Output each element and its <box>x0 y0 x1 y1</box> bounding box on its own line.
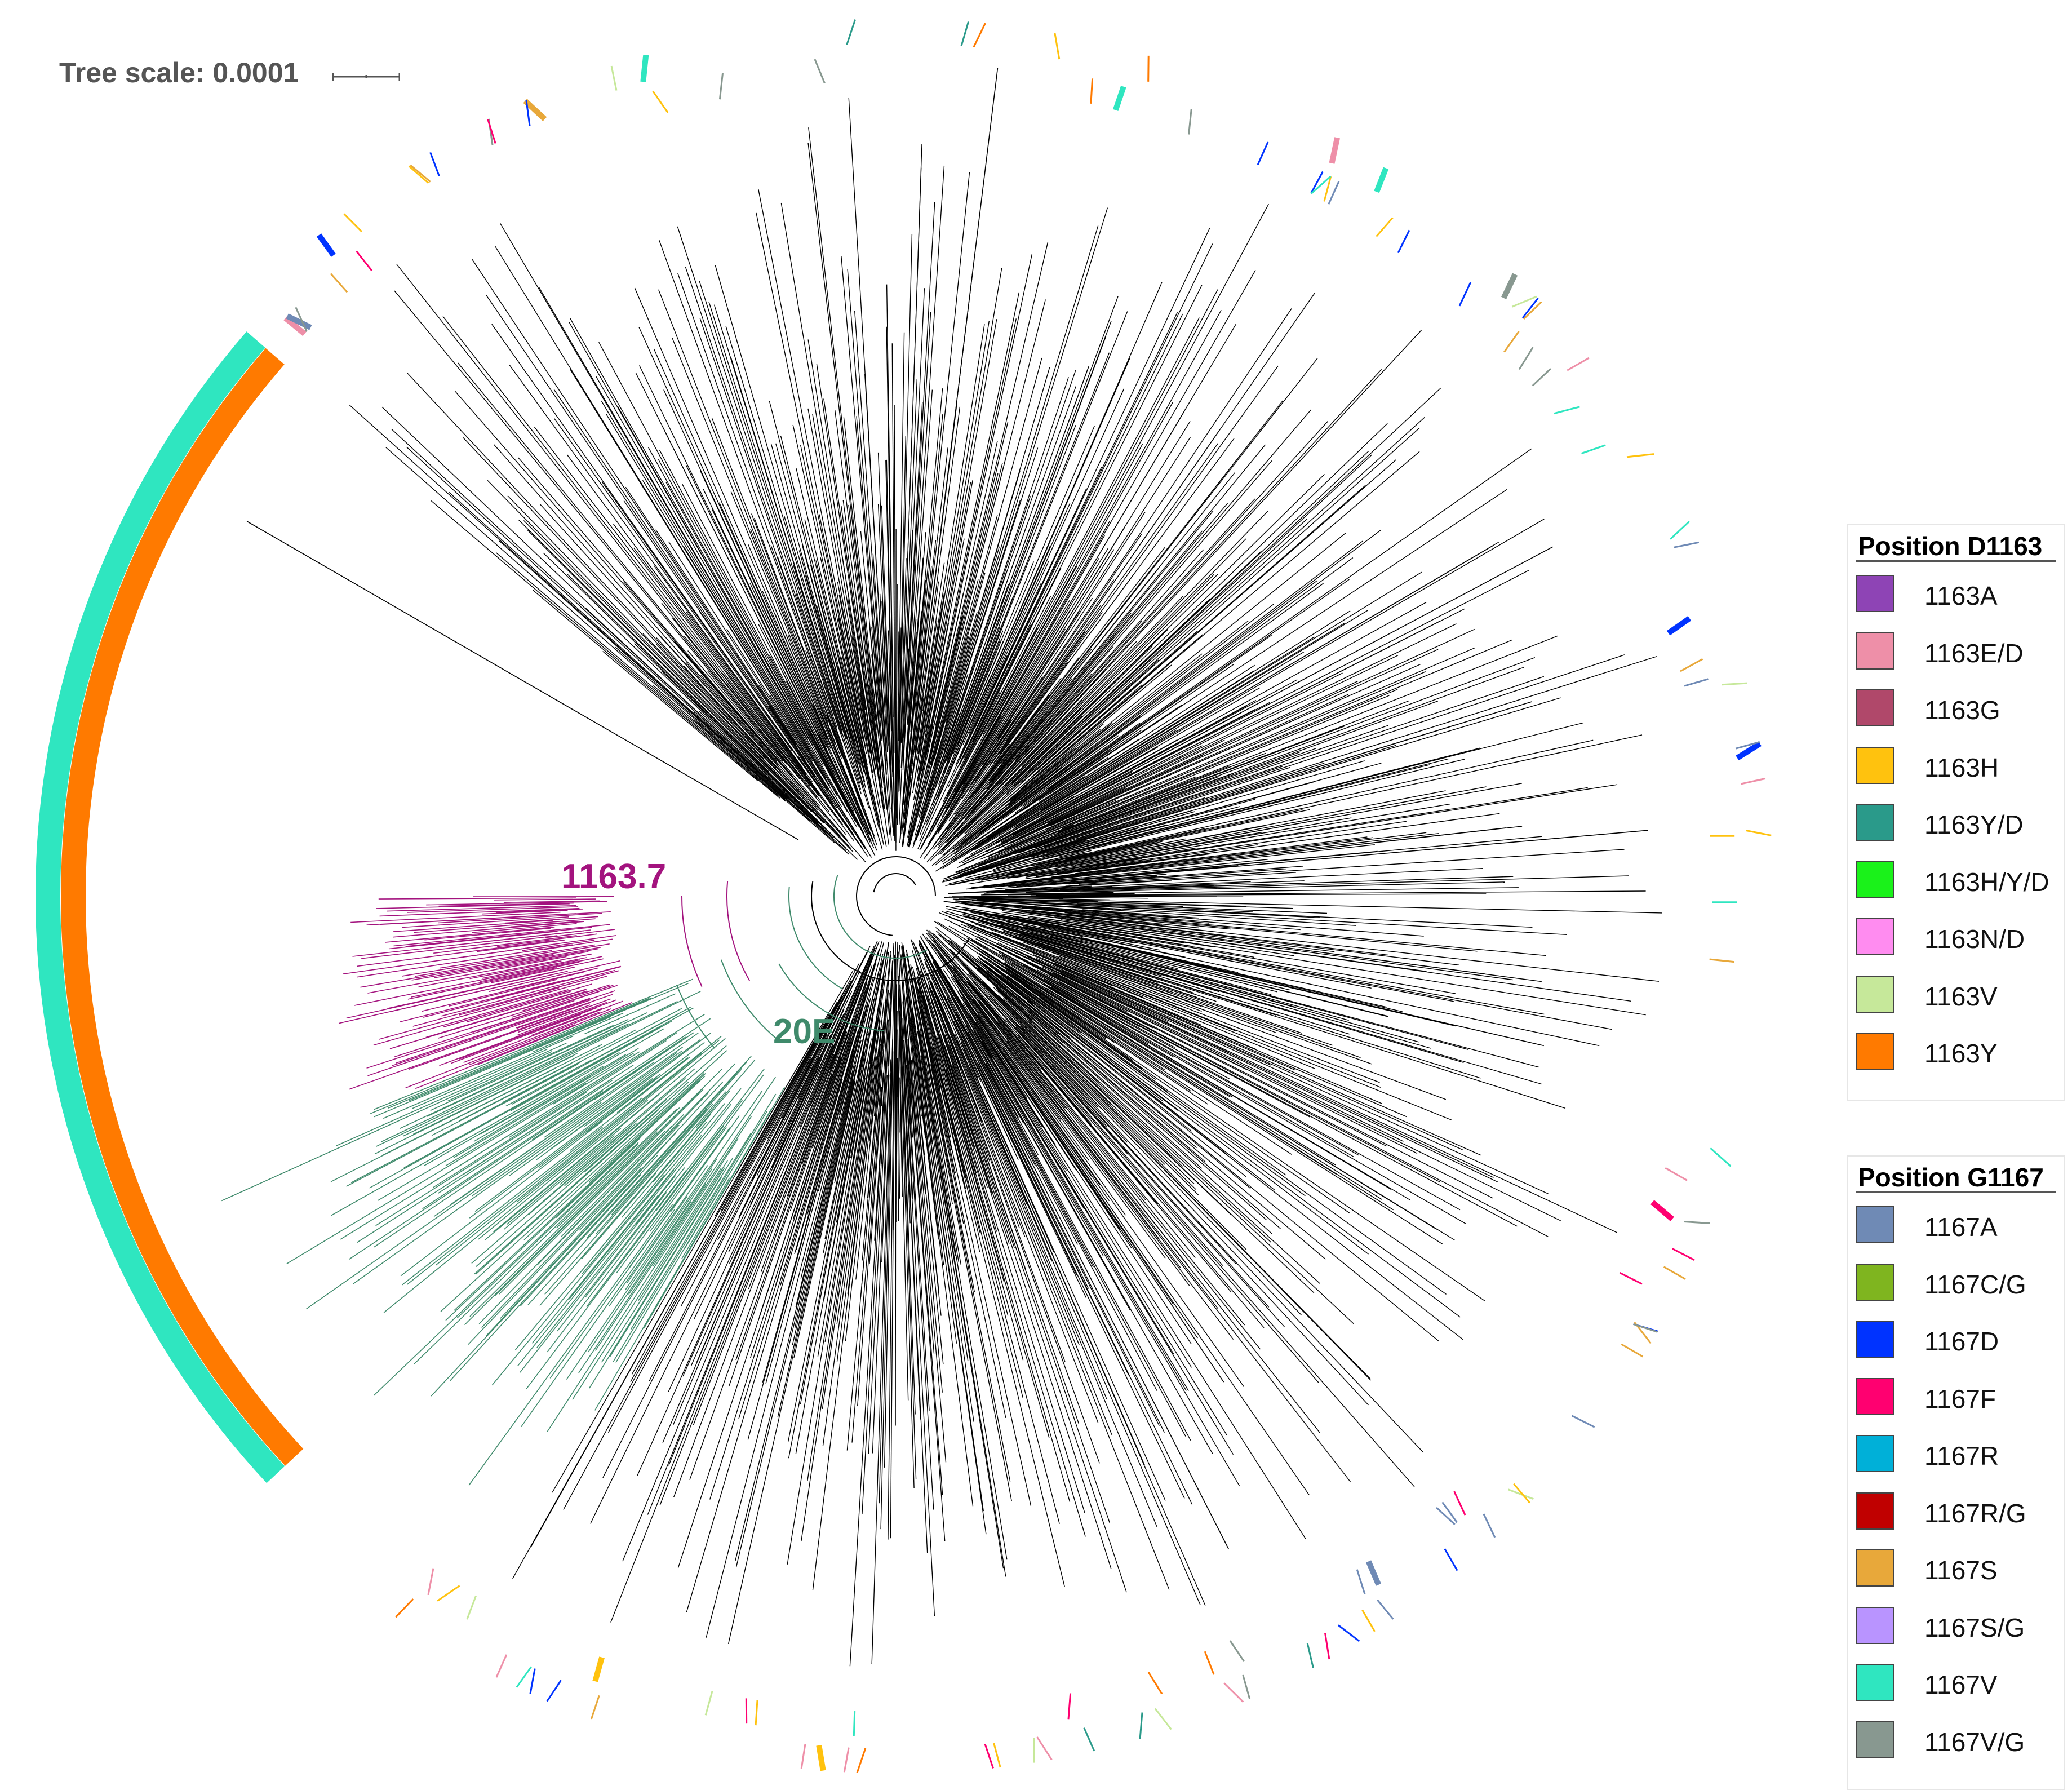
legend-swatch <box>1856 1607 1894 1644</box>
legend-label: 1163G <box>1924 695 2000 725</box>
legend-swatch <box>1856 1264 1894 1301</box>
legend-label: 1167D <box>1924 1326 1999 1357</box>
legend-label: 1163N/D <box>1924 924 2025 954</box>
legend-swatch <box>1856 575 1894 612</box>
legend-position-d1163: Position D1163 1163A 1163E/D 1163G 1163H 116… <box>1847 524 2065 1101</box>
legend-label: 1167A <box>1924 1212 1998 1242</box>
legend-swatch <box>1856 1321 1894 1358</box>
legend-swatch <box>1856 1664 1894 1701</box>
annotation-rings <box>48 20 1771 1773</box>
legend-swatch <box>1856 1206 1894 1243</box>
legend-swatch <box>1856 804 1894 841</box>
legend-label: 1163A <box>1924 581 1998 611</box>
legend-label: 1167V/G <box>1924 1727 2025 1757</box>
legend-label: 1163H <box>1924 752 1999 783</box>
legend-label: 1163E/D <box>1924 638 2024 668</box>
legend-swatch <box>1856 689 1894 726</box>
legend-swatch <box>1856 861 1894 898</box>
tree-scale-label: Tree scale: 0.0001 <box>59 56 299 89</box>
clade-label-1163-7: 1163.7 <box>561 857 666 897</box>
legend-swatch <box>1856 918 1894 955</box>
legend-label: 1167R/G <box>1924 1498 2026 1528</box>
legend-swatch <box>1856 1721 1894 1758</box>
legend-label: 1167V <box>1924 1669 1998 1700</box>
legend-title: Position D1163 <box>1848 525 2064 560</box>
legend-position-g1167: Position G1167 1167A 1167C/G 1167D 1167F 116… <box>1847 1155 2065 1790</box>
legend-label: 1163V <box>1924 981 1998 1012</box>
legend-swatch <box>1856 1033 1894 1070</box>
legend-label: 1167F <box>1924 1384 1996 1414</box>
tree-branches-other <box>247 68 1662 1666</box>
legend-label: 1167S/G <box>1924 1612 2025 1643</box>
legend-label: 1167S <box>1924 1555 1998 1585</box>
legend-label: 1167R <box>1924 1441 1999 1471</box>
legend-label: 1163H/Y/D <box>1924 867 2049 897</box>
legend-swatch <box>1856 1549 1894 1587</box>
legend-label: 1163Y/D <box>1924 809 2024 840</box>
legend-swatch <box>1856 1378 1894 1415</box>
legend-swatch <box>1856 1435 1894 1472</box>
legend-swatch <box>1856 1492 1894 1530</box>
legend-title: Position G1167 <box>1848 1157 2064 1191</box>
legend-swatch <box>1856 632 1894 670</box>
clade-label-20E: 20E <box>773 1012 835 1052</box>
legend-label: 1163Y <box>1924 1038 1998 1069</box>
legend-swatch <box>1856 747 1894 784</box>
legend-swatch <box>1856 976 1894 1013</box>
legend-label: 1167C/G <box>1924 1269 2026 1300</box>
tree-scale-bar <box>332 72 400 81</box>
